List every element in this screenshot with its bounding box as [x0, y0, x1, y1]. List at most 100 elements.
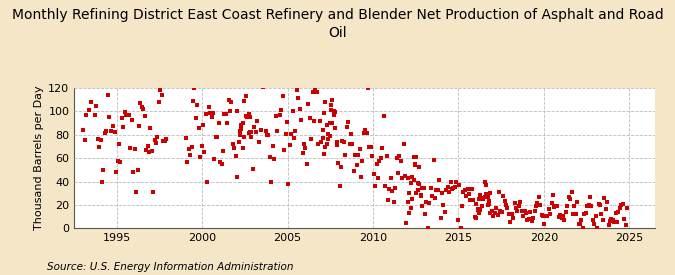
Point [380, 184, 391, 188]
Point [439, 210, 450, 214]
Point [597, 218, 608, 223]
Point [232, 175, 242, 180]
Point [335, 165, 346, 169]
Point [508, 215, 518, 220]
Point [483, 199, 494, 204]
Point [545, 212, 556, 216]
Point [560, 210, 571, 214]
Point [330, 125, 341, 130]
Point [606, 216, 617, 221]
Point [373, 176, 383, 180]
Point [573, 222, 584, 227]
Point [470, 216, 481, 221]
Point [99, 131, 110, 136]
Point [402, 176, 413, 181]
Point [232, 109, 242, 114]
Point [378, 114, 389, 118]
Point [182, 160, 193, 164]
Point [108, 124, 119, 128]
Point [151, 141, 161, 145]
Point [78, 128, 89, 132]
Point [434, 178, 445, 182]
Point [242, 115, 252, 119]
Point [427, 193, 437, 198]
Point [481, 192, 491, 196]
Point [387, 189, 398, 193]
Point [547, 192, 558, 197]
Point [515, 200, 526, 204]
Point [144, 150, 155, 154]
Point [244, 130, 255, 134]
Point [266, 180, 277, 184]
Point [522, 218, 533, 222]
Point [331, 139, 342, 144]
Point [587, 218, 598, 222]
Point [337, 139, 348, 143]
Point [464, 192, 475, 197]
Point [429, 196, 440, 200]
Point [256, 128, 267, 132]
Point [428, 158, 439, 163]
Point [343, 120, 354, 124]
Point [279, 148, 290, 152]
Point [528, 215, 539, 220]
Point [202, 180, 213, 184]
Point [107, 83, 117, 88]
Point [536, 212, 547, 217]
Point [246, 134, 256, 139]
Point [495, 209, 506, 213]
Point [320, 144, 331, 149]
Point [308, 119, 319, 123]
Point [307, 90, 318, 95]
Point [393, 170, 404, 175]
Point [310, 88, 321, 92]
Point [412, 181, 423, 185]
Point [562, 204, 572, 208]
Point [230, 154, 241, 159]
Point [622, 206, 632, 210]
Point [257, 85, 268, 89]
Point [300, 145, 311, 150]
Point [509, 201, 520, 205]
Point [425, 186, 436, 191]
Point [267, 144, 278, 148]
Point [512, 208, 523, 213]
Point [465, 197, 476, 202]
Point [371, 161, 382, 166]
Point [549, 205, 560, 209]
Point [111, 170, 122, 174]
Point [265, 154, 275, 159]
Point [482, 195, 493, 199]
Point [125, 146, 136, 150]
Point [443, 190, 454, 194]
Point [381, 154, 392, 158]
Point [582, 204, 593, 208]
Point [140, 148, 151, 152]
Point [298, 142, 309, 146]
Point [91, 104, 102, 108]
Point [518, 213, 529, 218]
Point [112, 159, 123, 163]
Point [293, 96, 304, 101]
Point [477, 204, 487, 208]
Point [190, 116, 201, 120]
Point [323, 131, 333, 136]
Point [451, 180, 462, 185]
Point [589, 222, 599, 226]
Point [474, 197, 485, 201]
Point [360, 128, 371, 133]
Point [554, 215, 564, 219]
Point [384, 186, 395, 191]
Point [213, 121, 224, 126]
Point [591, 214, 601, 218]
Point [583, 203, 594, 208]
Point [84, 108, 95, 113]
Point [608, 218, 618, 222]
Point [468, 198, 479, 203]
Point [329, 108, 340, 113]
Point [574, 222, 585, 226]
Point [261, 129, 271, 133]
Point [105, 129, 116, 133]
Point [286, 132, 296, 136]
Point [489, 211, 500, 216]
